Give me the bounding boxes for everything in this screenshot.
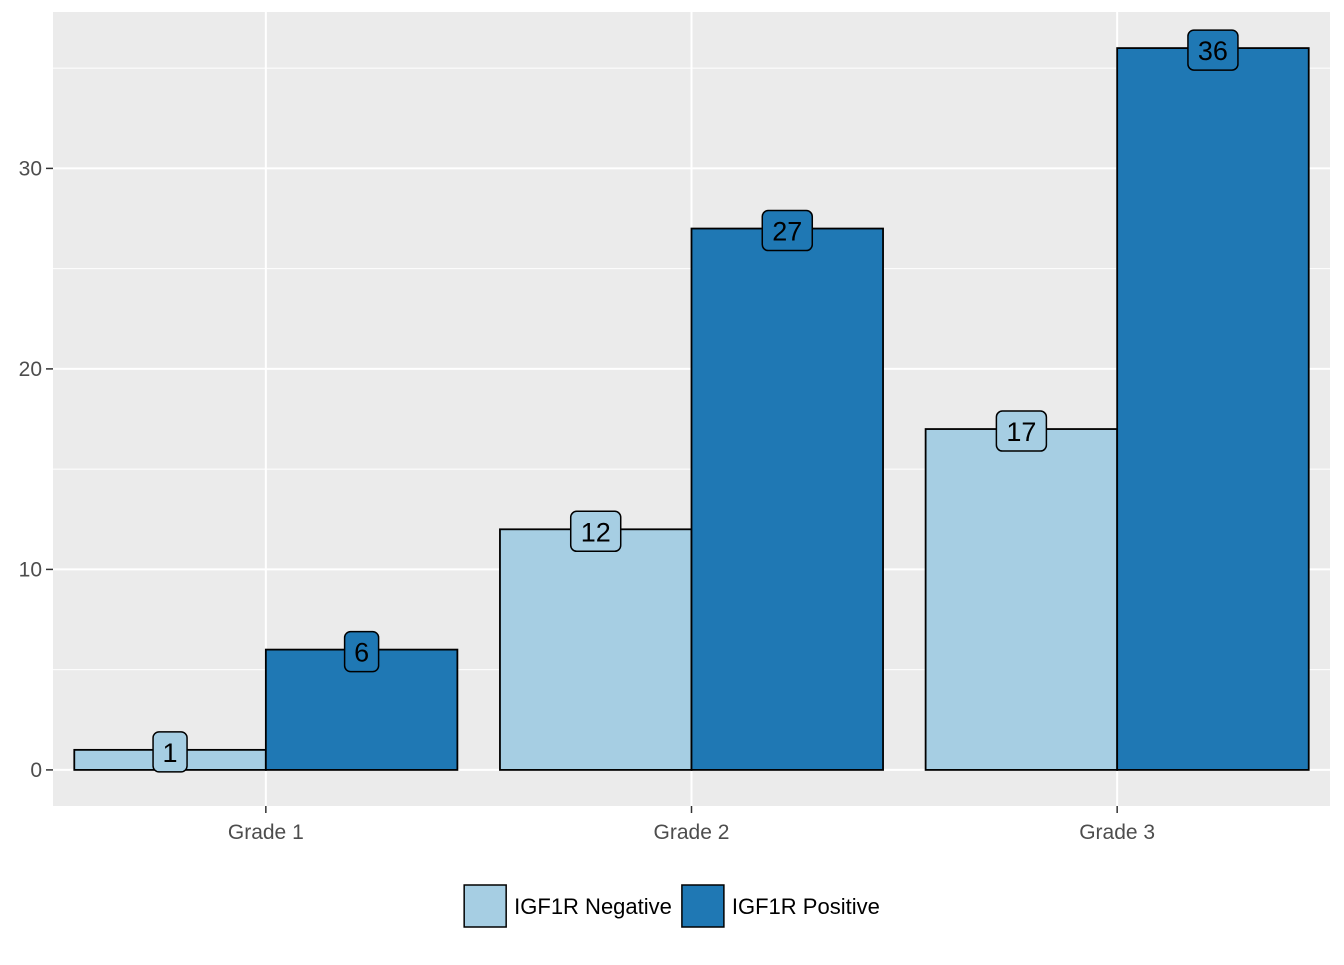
bar	[499, 528, 693, 771]
data-label: 17	[995, 410, 1048, 452]
data-label-box	[343, 630, 380, 673]
data-label-text: 27	[772, 217, 802, 247]
legend-label: IGF1R Positive	[732, 894, 880, 919]
y-tick-label: 20	[19, 358, 42, 381]
x-tick-label: Grade 3	[1079, 821, 1155, 844]
legend: IGF1R Negative IGF1R Positive	[463, 884, 880, 928]
legend-key	[463, 884, 507, 928]
data-label-box	[569, 510, 622, 553]
x-tick-label: Grade 2	[654, 821, 730, 844]
legend-label: IGF1R Negative	[514, 894, 672, 919]
x-axis: Grade 1 Grade 2 Grade 3	[228, 806, 1155, 844]
data-label: 27	[761, 209, 814, 252]
legend-item: IGF1R Positive	[681, 884, 880, 928]
y-tick-label: 0	[30, 759, 42, 782]
data-label: 36	[1187, 29, 1239, 71]
data-label-text: 36	[1198, 36, 1228, 66]
y-axis: 0 10 20 30	[19, 157, 53, 782]
y-tick-label: 10	[19, 558, 42, 581]
bar	[690, 227, 884, 771]
y-tick-label: 30	[19, 157, 42, 180]
data-label-text: 1	[163, 738, 178, 768]
data-label-text: 6	[354, 638, 369, 668]
data-label-box	[761, 209, 814, 252]
data-label-box	[152, 731, 188, 773]
data-label-box	[995, 410, 1048, 452]
x-tick-label: Grade 1	[228, 821, 304, 844]
bar	[1116, 47, 1310, 771]
data-label-text: 12	[581, 517, 611, 547]
data-label: 6	[343, 630, 380, 673]
data-label-box	[1187, 29, 1239, 71]
bars-layer	[73, 47, 1310, 771]
bar	[924, 428, 1119, 771]
legend-key	[681, 884, 725, 928]
data-label: 12	[569, 510, 622, 553]
data-labels-layer: 1 6 12 27 17 36	[152, 29, 1239, 773]
data-label: 1	[152, 731, 188, 773]
legend-item: IGF1R Negative	[463, 884, 672, 928]
data-label-text: 17	[1006, 417, 1036, 447]
